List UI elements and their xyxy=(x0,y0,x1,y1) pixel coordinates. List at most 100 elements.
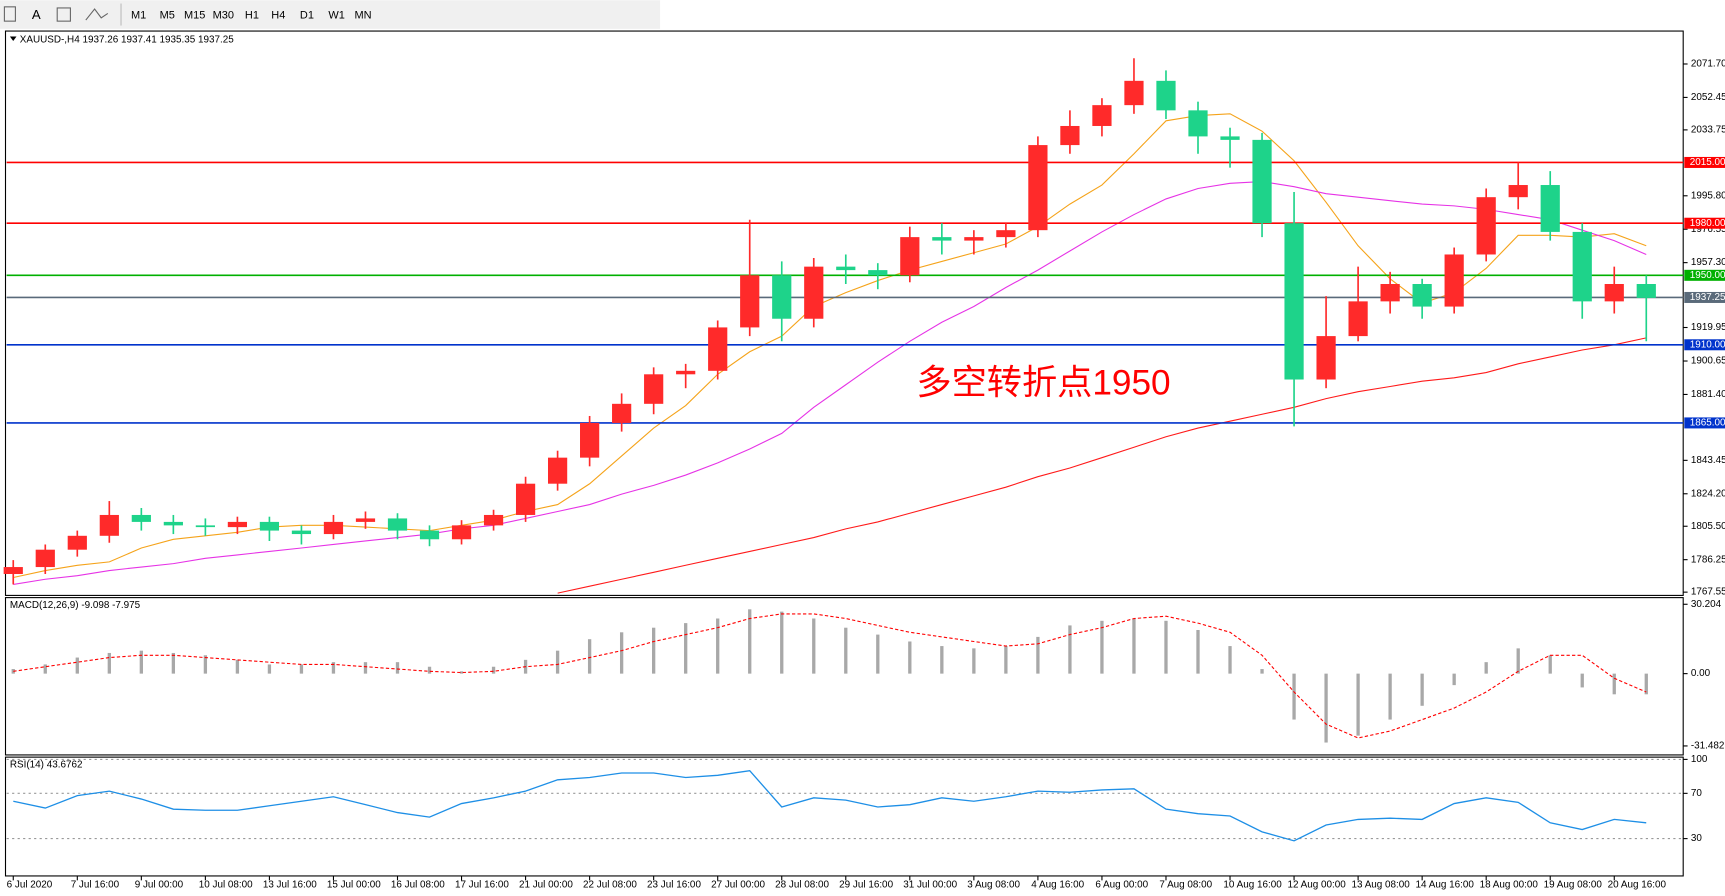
macd-bar xyxy=(748,609,752,674)
macd-bar xyxy=(1324,673,1328,743)
macd-panel xyxy=(4,597,1684,756)
y-tick-label: -31.482 xyxy=(1691,741,1725,752)
x-tick-label: 3 Aug 08:00 xyxy=(967,879,1020,890)
tool-icon[interactable] xyxy=(3,6,16,22)
tool-icon[interactable]: A xyxy=(32,7,41,22)
macd-bar xyxy=(908,641,912,674)
macd-bar xyxy=(972,648,976,674)
y-tick-label: 1881.40 xyxy=(1691,389,1725,400)
macd-bar xyxy=(107,652,111,674)
annotation: 多空转折点1950 xyxy=(916,364,1170,403)
macd-bar xyxy=(876,634,880,674)
price-level-tag xyxy=(1684,339,1725,351)
y-tick-label: 1767.55 xyxy=(1691,587,1725,598)
timeframe-button[interactable]: MN xyxy=(354,10,371,22)
y-tick-label: 1786.25 xyxy=(1691,554,1725,565)
candle-body xyxy=(419,530,440,540)
timeframe-button[interactable]: D1 xyxy=(300,10,314,22)
macd-bar xyxy=(1132,618,1136,674)
price-level-label: 2015.00 xyxy=(1690,157,1725,168)
candle-body xyxy=(387,518,408,531)
macd-bar xyxy=(1484,662,1488,674)
candle-body xyxy=(708,327,728,371)
candle-body xyxy=(804,266,824,319)
collapse-icon[interactable] xyxy=(9,36,17,41)
x-tick-label: 17 Jul 16:00 xyxy=(455,879,509,890)
candle-body xyxy=(259,521,280,531)
macd-bar xyxy=(267,664,272,674)
macd-bar xyxy=(1548,655,1552,674)
candle-body xyxy=(1188,110,1208,137)
candle-body xyxy=(964,237,984,241)
tool-icon[interactable] xyxy=(56,7,71,22)
macd-bar xyxy=(395,662,400,674)
candle-body xyxy=(772,275,792,319)
candle-body xyxy=(1412,284,1432,307)
price-level-label: 1865.00 xyxy=(1690,418,1725,429)
candle-body xyxy=(483,514,504,526)
tool-icon[interactable] xyxy=(85,8,109,21)
macd-bar xyxy=(780,611,784,674)
candle-body xyxy=(1508,185,1528,198)
candle-body xyxy=(99,514,119,536)
macd-bar xyxy=(1196,629,1200,674)
candle-body xyxy=(515,483,536,515)
macd-bar xyxy=(844,627,848,674)
timeframe-button[interactable]: W1 xyxy=(328,10,345,22)
x-tick-label: 13 Aug 08:00 xyxy=(1352,879,1411,890)
price-level-tag xyxy=(1684,417,1725,429)
macd-bar xyxy=(43,664,47,674)
macd-bar xyxy=(1516,648,1520,674)
price-level-tag xyxy=(1684,269,1725,281)
y-tick-label: 100 xyxy=(1691,754,1708,765)
candle-body xyxy=(1380,284,1400,302)
macd-bar xyxy=(1100,620,1104,674)
candle-body xyxy=(1476,197,1496,255)
price-level-label: 1910.00 xyxy=(1690,339,1725,350)
y-tick-label: 2052.45 xyxy=(1691,92,1725,103)
candle-body xyxy=(35,549,55,568)
x-tick-label: 10 Jul 08:00 xyxy=(199,879,253,890)
y-tick-label: 1805.50 xyxy=(1691,521,1725,532)
x-tick-label: 10 Aug 16:00 xyxy=(1223,879,1282,890)
x-tick-label: 7 Aug 08:00 xyxy=(1159,879,1212,890)
timeframe-button[interactable]: M5 xyxy=(160,10,175,22)
macd-bar xyxy=(1356,673,1360,736)
macd-bar xyxy=(940,646,944,674)
candle-body xyxy=(291,530,312,535)
y-tick-label: 1900.65 xyxy=(1691,356,1725,367)
x-tick-label: 9 Jul 00:00 xyxy=(135,879,184,890)
macd-bar xyxy=(1260,669,1264,674)
macd-bar xyxy=(459,671,464,674)
y-tick-label: 0.00 xyxy=(1691,668,1711,679)
candle-body xyxy=(131,514,151,522)
candle-body xyxy=(3,567,23,574)
x-tick-label: 14 Aug 16:00 xyxy=(1416,879,1475,890)
x-tick-label: 22 Jul 08:00 xyxy=(583,879,637,890)
x-tick-label: 20 Aug 16:00 xyxy=(1608,879,1667,890)
macd-bar xyxy=(1228,646,1232,674)
y-tick-label: 70 xyxy=(1691,788,1703,799)
rsi-panel xyxy=(4,756,1684,877)
macd-bar xyxy=(427,666,432,674)
timeframe-button[interactable]: H4 xyxy=(271,10,285,22)
x-tick-label: 23 Jul 16:00 xyxy=(647,879,701,890)
macd-bar xyxy=(203,655,208,674)
candle-body xyxy=(644,374,664,404)
x-tick-label: 7 Jul 16:00 xyxy=(71,879,120,890)
timeframe-button[interactable]: M15 xyxy=(184,10,205,22)
candle-body xyxy=(580,422,600,458)
timeframe-button[interactable]: M1 xyxy=(131,10,146,22)
panel-title: XAUUSD-,H4 1937.26 1937.41 1935.35 1937.… xyxy=(20,34,234,45)
candle-body xyxy=(740,275,760,328)
timeframe-button[interactable]: M30 xyxy=(213,10,234,22)
x-tick-label: 4 Aug 16:00 xyxy=(1031,879,1084,890)
y-tick-label: 30 xyxy=(1691,833,1703,844)
toolbar-bg xyxy=(0,0,661,29)
y-tick-label: 1995.80 xyxy=(1691,190,1725,201)
timeframe-button[interactable]: H1 xyxy=(245,10,259,22)
candle-body xyxy=(996,230,1016,238)
price-level-label: 1937.25 xyxy=(1690,292,1725,303)
x-tick-label: 29 Jul 16:00 xyxy=(839,879,893,890)
